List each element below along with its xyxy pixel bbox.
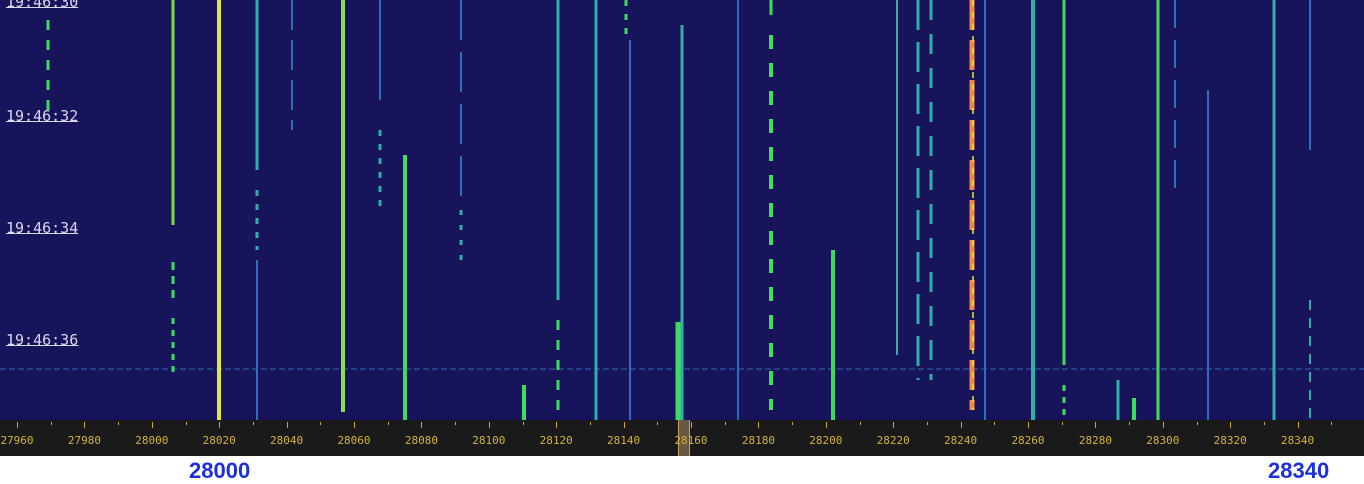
major-tick [421, 422, 423, 428]
major-tick [286, 422, 288, 428]
minor-tick [387, 422, 389, 425]
frequency-tick-label: 27960 [0, 434, 34, 447]
time-label: 19:46:34 [6, 219, 79, 237]
frequency-tick-label: 28000 [135, 434, 169, 447]
frequency-tick-label: 28140 [607, 434, 641, 447]
minor-tick [724, 422, 726, 425]
minor-tick [994, 422, 996, 425]
minor-tick [1263, 422, 1265, 425]
frequency-tick-label: 28260 [1011, 434, 1045, 447]
frequency-tick-label: 28180 [741, 434, 775, 447]
major-tick [1162, 422, 1164, 428]
band-end-label: 28340 [1268, 458, 1330, 483]
minor-tick [792, 422, 794, 425]
frequency-tick-label: 27980 [67, 434, 101, 447]
frequency-tick-label: 28100 [472, 434, 506, 447]
major-tick [960, 422, 962, 428]
major-tick [556, 422, 558, 428]
minor-tick [1196, 422, 1198, 425]
major-tick [691, 422, 692, 428]
major-tick [1297, 422, 1299, 428]
waterfall-display[interactable]: 19:46:30 19:46:32 19:46:34 19:46:36 [0, 0, 1364, 420]
minor-tick [589, 422, 591, 425]
frequency-tick-label: 28280 [1078, 434, 1112, 447]
minor-tick [252, 422, 254, 425]
waterfall-signals [0, 0, 1364, 420]
major-tick [758, 422, 760, 428]
frequency-tick-label: 28060 [337, 434, 371, 447]
frequency-tick-label: 28040 [270, 434, 304, 447]
time-label: 19:46:32 [6, 107, 79, 125]
minor-tick [522, 422, 524, 425]
frequency-tick-label: 28320 [1213, 434, 1247, 447]
major-tick [1028, 422, 1029, 428]
major-tick [1095, 422, 1097, 428]
frequency-tick-label: 28220 [876, 434, 910, 447]
minor-tick [118, 422, 120, 425]
band-start-label: 28000 [189, 458, 251, 483]
major-tick [825, 422, 827, 428]
major-tick [893, 422, 895, 428]
tuning-marker[interactable] [678, 420, 690, 456]
major-tick [354, 422, 355, 428]
time-label: 19:46:36 [6, 331, 79, 349]
frequency-tick-label: 28160 [674, 434, 708, 447]
time-label: 19:46:30 [6, 0, 79, 11]
major-tick [84, 422, 86, 428]
minor-tick [185, 422, 187, 425]
frequency-tick-label: 28240 [944, 434, 978, 447]
major-tick [219, 422, 221, 428]
frequency-tick-label: 28300 [1146, 434, 1180, 447]
minor-tick [455, 422, 457, 425]
major-tick [1230, 422, 1232, 428]
minor-tick [859, 422, 861, 425]
major-tick [17, 422, 18, 428]
minor-tick [1061, 422, 1063, 425]
frequency-scale[interactable]: 27960 27980 28000 28020 28040 28060 28080 28100… [0, 420, 1364, 456]
minor-tick [926, 422, 928, 425]
frequency-tick-label: 28120 [539, 434, 573, 447]
frequency-tick-label: 28020 [202, 434, 236, 447]
minor-tick [657, 422, 659, 425]
frequency-tick-label: 28080 [404, 434, 438, 447]
major-tick [623, 422, 625, 428]
major-tick [488, 422, 490, 428]
minor-tick [320, 422, 322, 425]
minor-tick [1331, 422, 1333, 425]
frequency-tick-label: 28200 [809, 434, 843, 447]
minor-tick [50, 422, 52, 425]
minor-tick [1129, 422, 1131, 425]
major-tick [151, 422, 153, 428]
frequency-tick-label: 28340 [1281, 434, 1315, 447]
